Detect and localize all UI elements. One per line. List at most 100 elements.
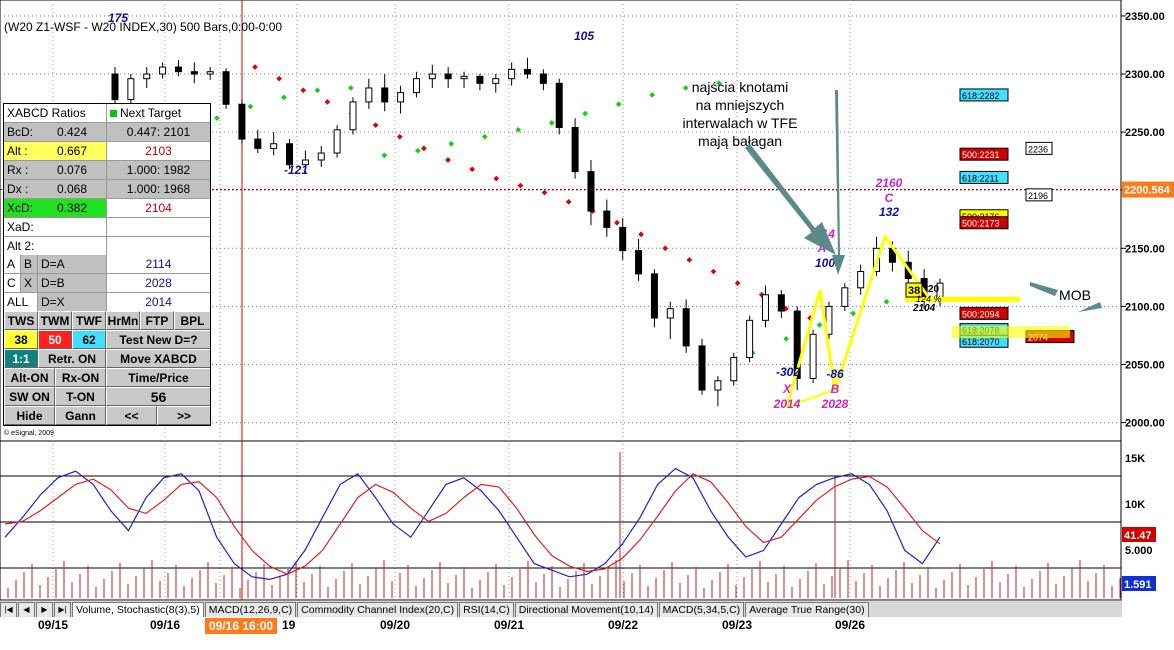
ratio-label: Rx :0.076 <box>4 161 107 179</box>
move-xabcd-button[interactable]: Move XABCD <box>106 349 210 368</box>
candle <box>317 152 325 161</box>
d-line-row[interactable]: ALL D=X 2014 <box>4 293 210 311</box>
candle <box>793 310 801 379</box>
b-price: 2028 <box>821 397 849 411</box>
time-price-button[interactable]: Time/Price <box>106 368 210 387</box>
green-trail-dot <box>481 133 488 140</box>
tab-indicator[interactable]: Average True Range(30) <box>745 601 869 617</box>
price-tick: 2300.00 <box>1125 69 1165 81</box>
green-trail-dot <box>850 310 856 317</box>
candle <box>603 210 611 228</box>
tab-indicator[interactable]: Directional Movement(10,14) <box>514 601 658 617</box>
candle <box>222 71 230 105</box>
tab-last-icon[interactable]: ▶| <box>54 601 71 617</box>
ratio-target: 2103 <box>145 144 172 158</box>
ratio-label: 124 % <box>916 294 942 304</box>
red-trail-dot <box>324 99 331 105</box>
ratio-row: Rx :0.076 1.000: 1982 <box>4 161 210 180</box>
green-trail-dot <box>448 140 455 147</box>
tab-indicator[interactable]: MACD(12,26,9,C) <box>204 601 297 617</box>
tab-indicator[interactable]: RSI(14,C) <box>459 601 514 617</box>
gann-button[interactable]: Gann <box>55 406 106 425</box>
b-letter: B <box>831 382 840 396</box>
target-level-label: 618:2211 <box>962 173 999 183</box>
ratio-row: Alt :0.667 2103 <box>4 142 210 161</box>
candle <box>555 82 563 128</box>
ratio-row: XcD: 0.382 2104 <box>4 199 210 218</box>
prev-button[interactable]: << <box>106 406 157 425</box>
red-trail-dot <box>686 257 693 263</box>
target-levels: 618:2282500:22312236618:22112196500:2176… <box>905 88 1075 348</box>
retr-on-button[interactable]: Retr. ON <box>38 349 106 368</box>
target-level-label: 618:2070 <box>962 337 1000 347</box>
time-label: 19 <box>282 618 296 632</box>
green-trail-dot <box>816 322 823 328</box>
red-trail-dot <box>300 87 307 94</box>
time-label: 09/22 <box>608 618 639 632</box>
c-swing: 132 <box>879 205 899 219</box>
alt-on-button[interactable]: Alt-ON <box>4 368 55 387</box>
d-line-row[interactable]: C X D=B 2028 <box>4 274 210 293</box>
tab-prev-icon[interactable]: ◀ <box>18 601 35 617</box>
candle <box>508 68 516 80</box>
fib-38-marker <box>905 282 923 298</box>
twm-button[interactable]: TWM <box>38 311 72 330</box>
candle <box>333 129 341 154</box>
fib-38-button[interactable]: 38 <box>4 330 38 349</box>
annotation: najścia knotami na mniejszych interwalach … <box>683 79 1102 312</box>
candle <box>587 171 595 212</box>
candle <box>539 73 547 84</box>
hrmn-button[interactable]: HrMn <box>106 311 140 330</box>
ratio-1-1-button[interactable]: 1:1 <box>4 349 38 368</box>
candle <box>650 273 658 319</box>
target-level-box <box>959 147 1009 161</box>
hide-button[interactable]: Hide <box>4 406 55 425</box>
ftp-button[interactable]: FTP <box>140 311 174 330</box>
tab-indicator[interactable]: Volume, Stochastic(8(3),5) <box>72 601 204 617</box>
target-level-box <box>959 170 1009 184</box>
target-level-box <box>1025 188 1053 202</box>
t-on-button[interactable]: T-ON <box>55 387 106 406</box>
mob-arrow-icon <box>1078 302 1102 312</box>
candles <box>111 57 944 407</box>
x-letter: X <box>782 382 792 396</box>
tws-button[interactable]: TWS <box>4 311 38 330</box>
tab-next-icon[interactable]: ▶ <box>36 601 53 617</box>
current-price-box <box>1122 181 1174 198</box>
test-new-d-button[interactable]: Test New D=? <box>106 330 210 349</box>
candle <box>111 73 119 101</box>
green-trail-dot <box>615 101 622 108</box>
candle <box>698 345 706 391</box>
xabcd-pattern: X2014-3022114A100-86B20282160C132175-121… <box>108 11 942 411</box>
d-line-row[interactable]: A B D=A 2114 <box>4 255 210 274</box>
candle <box>349 101 357 131</box>
candle <box>206 71 214 75</box>
candle <box>730 357 738 382</box>
swing-label: -121 <box>284 163 308 177</box>
ratio-row: BcD: 0.424 0.447: 2101 <box>4 123 210 142</box>
red-trail-dot <box>252 64 258 70</box>
indicator-tabs: |◀ ◀ ▶ ▶| Volume, Stochastic(8(3),5) MACD… <box>0 600 1122 617</box>
price-tick: 2050.00 <box>1125 359 1165 371</box>
twf-button[interactable]: TWF <box>72 311 106 330</box>
indicator-grid <box>0 475 1121 569</box>
value2-label: 1.591 <box>1124 579 1152 591</box>
candle <box>777 294 785 312</box>
candle <box>270 143 278 149</box>
sw-on-button[interactable]: SW ON <box>4 387 55 406</box>
bpl-button[interactable]: BPL <box>174 311 210 330</box>
tab-first-icon[interactable]: |◀ <box>0 601 17 617</box>
green-trail-dot <box>582 110 589 117</box>
rx-on-button[interactable]: Rx-ON <box>55 368 106 387</box>
green-trail-dot <box>548 119 555 126</box>
next-button[interactable]: >> <box>157 406 210 425</box>
candle <box>571 126 579 173</box>
mob-label: MOB <box>1059 287 1091 303</box>
fib-50-button[interactable]: 50 <box>38 330 72 349</box>
green-trail-dot <box>649 92 656 98</box>
tab-indicator[interactable]: MACD(5,34,5,C) <box>658 601 745 617</box>
candle <box>460 75 468 80</box>
tab-indicator[interactable]: Commodity Channel Index(20,C) <box>297 601 459 617</box>
fib-62-button[interactable]: 62 <box>72 330 106 349</box>
candle <box>254 138 262 149</box>
